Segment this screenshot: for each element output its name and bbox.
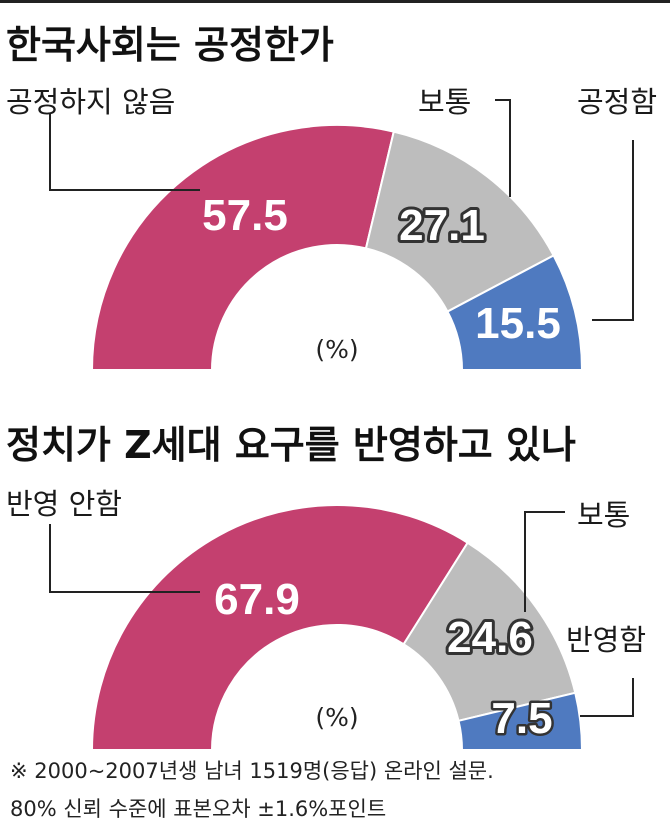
top-rule: [0, 0, 670, 3]
chart1-value-fair: 15.5: [475, 299, 561, 348]
chart1-label-fair: 공정함: [577, 85, 657, 119]
chart2-unit: (%): [315, 703, 358, 732]
chart1-label-notfair: 공정하지 않음: [6, 85, 175, 119]
chart1-unit: (%): [315, 335, 358, 364]
chart1-leader-normal: [495, 99, 511, 197]
chart2-segment-1: [90, 504, 470, 751]
chart1-title: 한국사회는 공정한가: [6, 23, 334, 67]
footnote-line1: ※ 2000~2007년생 남녀 1519명(응답) 온라인 설문.: [10, 759, 494, 783]
chart1-value-notfair: 57.5: [202, 191, 288, 240]
chart2-leader-normal: [524, 511, 565, 612]
chart2-segments: [90, 504, 584, 751]
chart2-label-notreflect: 반영 안함: [6, 487, 122, 521]
chart2-value-normal: 24.6: [447, 613, 533, 662]
chart1-leader-notfair: [49, 114, 200, 191]
chart2-title: 정치가 Z세대 요구를 반영하고 있나: [6, 423, 576, 467]
chart2-value-notreflect: 67.9: [214, 575, 300, 624]
footnote-line2: 80% 신뢰 수준에 표본오차 ±1.6%포인트: [10, 797, 386, 821]
chart1-value-normal: 27.1: [399, 201, 485, 250]
chart2-segment-3: [457, 691, 584, 751]
chart2-label-reflect: 반영함: [566, 623, 646, 657]
chart2-leader-notreflect: [49, 524, 200, 593]
chart1-leader-fair: [592, 140, 634, 321]
chart2-value-reflect: 7.5: [491, 694, 552, 743]
chart1-segment-3: [446, 254, 584, 371]
chart2-leader-reflect: [580, 678, 634, 717]
chart1-segment-1: [90, 124, 395, 371]
chart1-label-normal: 보통: [418, 85, 471, 119]
chart1-segments: [90, 124, 584, 371]
chart2-label-normal: 보통: [577, 498, 630, 532]
chart1-leader-lines: [49, 99, 634, 321]
chart2-leader-lines: [49, 511, 634, 717]
